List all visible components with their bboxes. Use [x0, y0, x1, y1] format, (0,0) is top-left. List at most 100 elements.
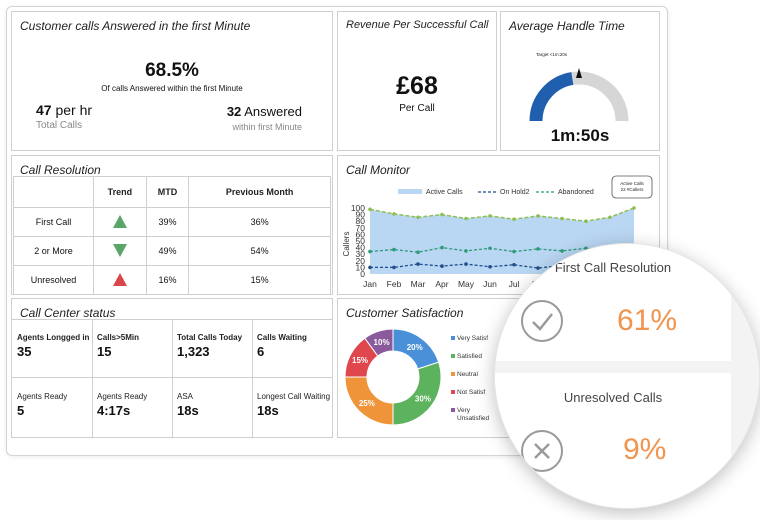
- revenue-label: Per Call: [399, 103, 435, 114]
- data-point: [416, 250, 420, 255]
- handle-time-gauge: Target <1m:20s: [529, 52, 629, 122]
- y-tick-label: 0: [360, 269, 365, 279]
- x-tick-label: Jan: [363, 279, 377, 289]
- trend-down-icon: [112, 243, 127, 257]
- data-point: [464, 249, 468, 253]
- data-point: [608, 215, 612, 220]
- handle-time-panel: Average Handle Time Target <1m:20s 1m:50…: [500, 11, 660, 151]
- x-tick-label: Apr: [435, 279, 448, 289]
- data-point: [368, 207, 372, 212]
- status-cell-total-calls: Total Calls Today 1,323: [177, 333, 243, 359]
- mtd-cell: 16%: [145, 265, 190, 295]
- data-point: [392, 212, 396, 216]
- data-point: [488, 264, 492, 269]
- x-tick-label: Jun: [483, 279, 497, 289]
- legend-swatch: [451, 408, 455, 412]
- y-axis-label: Callers: [342, 232, 351, 257]
- legend-label: Unsatisfied: [457, 415, 490, 422]
- check-circle-icon: [521, 300, 563, 342]
- y-tick-label: 30: [356, 249, 366, 259]
- callout-box: [611, 175, 653, 199]
- data-point: [464, 216, 468, 221]
- panel-title: Customer calls Answered in the first Min…: [20, 19, 251, 33]
- series-line-active-calls: [369, 207, 635, 222]
- magnifier-overlay: First Call Resolution 61% Unresolved Cal…: [494, 243, 760, 509]
- data-point: [632, 206, 636, 210]
- legend-label: Very: [457, 407, 471, 414]
- answered-count-label: within first Minute: [232, 122, 302, 132]
- row-label: First Call: [13, 207, 94, 237]
- trend-up-red-icon: [112, 272, 127, 286]
- table-row: First Call 39% 36%: [13, 207, 331, 237]
- panel-title: Call Resolution: [20, 163, 101, 177]
- slice-label: 30%: [415, 395, 431, 404]
- callout-text: Active Calls: [620, 181, 644, 186]
- status-cell-longest-wait: Longest Call Waiting 18s: [257, 392, 331, 418]
- y-tick-label: 80: [356, 216, 366, 226]
- table-header-row: Trend MTD Previous Month: [13, 176, 331, 208]
- y-tick-label: 90: [356, 210, 366, 220]
- data-point: [416, 262, 420, 266]
- revenue-value: £68: [396, 72, 438, 100]
- call-resolution-panel: Call Resolution Trend MTD Previous Month…: [11, 155, 333, 295]
- calls-per-hour: 47 per hr: [36, 102, 93, 118]
- legend-swatch: [451, 372, 455, 376]
- legend-swatch: [398, 189, 422, 194]
- table-header: Previous Month: [188, 176, 331, 208]
- revenue-panel: Revenue Per Successful Call £68 Per Call: [337, 11, 497, 151]
- legend-label: On Hold2: [500, 189, 530, 196]
- callout-text: 22 #Callers: [621, 187, 645, 192]
- status-cell-calls-waiting: Calls Waiting 6: [257, 333, 307, 359]
- data-point: [512, 217, 516, 222]
- row-label: 2 or More: [13, 236, 94, 266]
- data-point: [440, 245, 444, 250]
- status-cell-calls-over-5min: Calls>5Min 15: [97, 333, 140, 359]
- status-cell-agents-ready: Agents Ready 5: [17, 392, 68, 418]
- x-tick-label: Feb: [387, 279, 402, 289]
- table-row: 2 or More 49% 54%: [13, 236, 331, 266]
- data-point: [368, 249, 372, 254]
- table-header: [13, 176, 94, 208]
- slice-label: 10%: [374, 338, 390, 347]
- data-point: [464, 262, 468, 266]
- prev-month-cell: 54%: [188, 236, 331, 266]
- legend-label: Neutral: [457, 371, 479, 378]
- panel-title: Revenue Per Successful Call: [346, 19, 489, 31]
- trend-cell: [93, 236, 147, 266]
- answered-count: 32 Answered: [226, 104, 302, 119]
- panel-title: Call Center status: [20, 306, 116, 320]
- unresolved-calls-title: Unresolved Calls: [563, 390, 663, 405]
- donut-slice: [392, 361, 442, 426]
- slice-label: 25%: [359, 399, 375, 408]
- unresolved-calls-value: 9%: [623, 433, 667, 466]
- first-call-resolution-card: First Call Resolution 61%: [495, 244, 731, 361]
- y-tick-label: 50: [356, 236, 366, 246]
- divider: [92, 319, 93, 437]
- data-point: [560, 216, 564, 221]
- prev-month-cell: 36%: [188, 207, 331, 237]
- data-point: [488, 214, 492, 218]
- data-point: [392, 247, 396, 252]
- legend-label: Not Satisf: [457, 389, 485, 396]
- answered-percent-label: Of calls Answered within the first Minut…: [101, 84, 243, 93]
- unresolved-calls-card: Unresolved Calls 9%: [495, 373, 731, 508]
- answered-percent: 68.5%: [145, 60, 199, 81]
- x-circle-icon: [521, 430, 563, 472]
- row-label: Unresolved: [13, 265, 94, 295]
- y-tick-label: 20: [356, 256, 366, 266]
- x-tick-label: Mar: [411, 279, 426, 289]
- divider: [172, 319, 173, 437]
- y-tick-label: 60: [356, 229, 366, 239]
- slice-label: 20%: [407, 343, 423, 352]
- satisfaction-donut-chart: 20% 30% 25% 15% 10% Very Satisf Satisfied Neutr…: [344, 328, 490, 426]
- call-center-status-panel: Call Center status Agents Longged in 35 C…: [11, 298, 333, 438]
- data-point: [392, 265, 396, 270]
- y-tick-label: 100: [351, 203, 365, 213]
- handle-time-value: 1m:50s: [550, 126, 610, 145]
- y-tick-label: 10: [356, 262, 366, 272]
- status-cell-agents-logged-in: Agents Longged in 35: [17, 333, 90, 359]
- legend-swatch: [451, 390, 455, 394]
- first-call-resolution-title: First Call Resolution: [554, 260, 672, 275]
- mtd-cell: 39%: [145, 207, 190, 237]
- data-point: [416, 215, 420, 220]
